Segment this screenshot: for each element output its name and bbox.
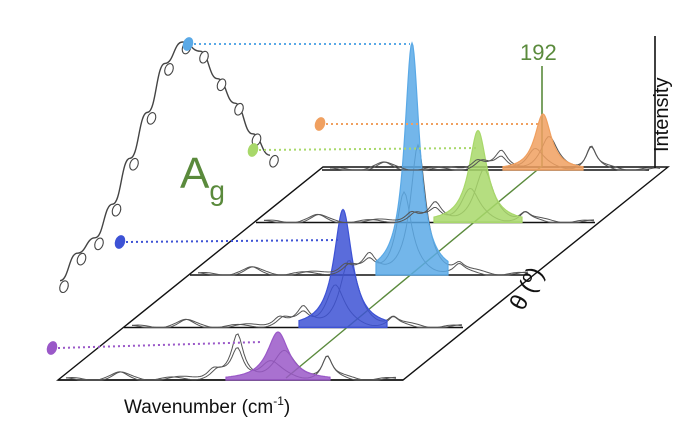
x-axis-label: Wavenumber (cm-1)	[124, 394, 290, 418]
ag-mode-label: Ag	[180, 149, 225, 206]
spectrum-peak-3	[375, 41, 449, 276]
inset-point-11	[234, 102, 244, 116]
inset-point-6	[146, 112, 157, 125]
spectrum-trace-5-1	[329, 136, 661, 171]
connector-1	[57, 341, 263, 349]
inset-point-10	[216, 78, 227, 92]
spectrum-trace-5-2	[329, 145, 661, 171]
spectrum-trace-3-2	[197, 190, 529, 276]
inset-point-2	[76, 252, 87, 266]
spectrum-peak-1	[225, 331, 331, 381]
slab-planes	[56, 166, 670, 381]
spectrum-trace-1-2	[65, 347, 397, 381]
inset-point-9	[199, 50, 209, 64]
inset-highlight-point-5	[314, 117, 326, 131]
ag-mode-label-sub: g	[209, 175, 225, 206]
connector-lines	[46, 37, 540, 355]
inset-point-5	[129, 157, 139, 171]
inset-ag-curve	[59, 41, 279, 294]
inset-highlight-point-2	[114, 235, 126, 249]
floor-outline	[56, 166, 670, 381]
intensity-axis-label: Intensity	[651, 78, 673, 152]
inset-curve-line	[59, 41, 271, 282]
inset-point-1	[59, 280, 69, 294]
spectrum-peak-5	[502, 113, 584, 171]
connector-2	[125, 239, 339, 243]
inset-highlight-point-3	[182, 37, 194, 51]
spectrum-trace-2-2	[131, 284, 463, 328]
connector-4	[258, 147, 477, 151]
inset-highlight-point-4	[247, 143, 259, 157]
spectra-group	[65, 41, 661, 381]
spectrum-trace-4-2	[263, 187, 595, 223]
inset-point-4	[111, 203, 122, 217]
x-axis-label-tail: )	[284, 397, 290, 418]
marker-192-label: 192	[520, 40, 557, 65]
inset-point-3	[94, 237, 104, 251]
x-axis-label-sup: -1	[273, 394, 284, 408]
inset-point-13	[269, 154, 279, 168]
spectrum-peak-4	[433, 129, 523, 224]
inset-highlight-point-1	[46, 341, 58, 355]
inset-point-7	[164, 63, 174, 76]
